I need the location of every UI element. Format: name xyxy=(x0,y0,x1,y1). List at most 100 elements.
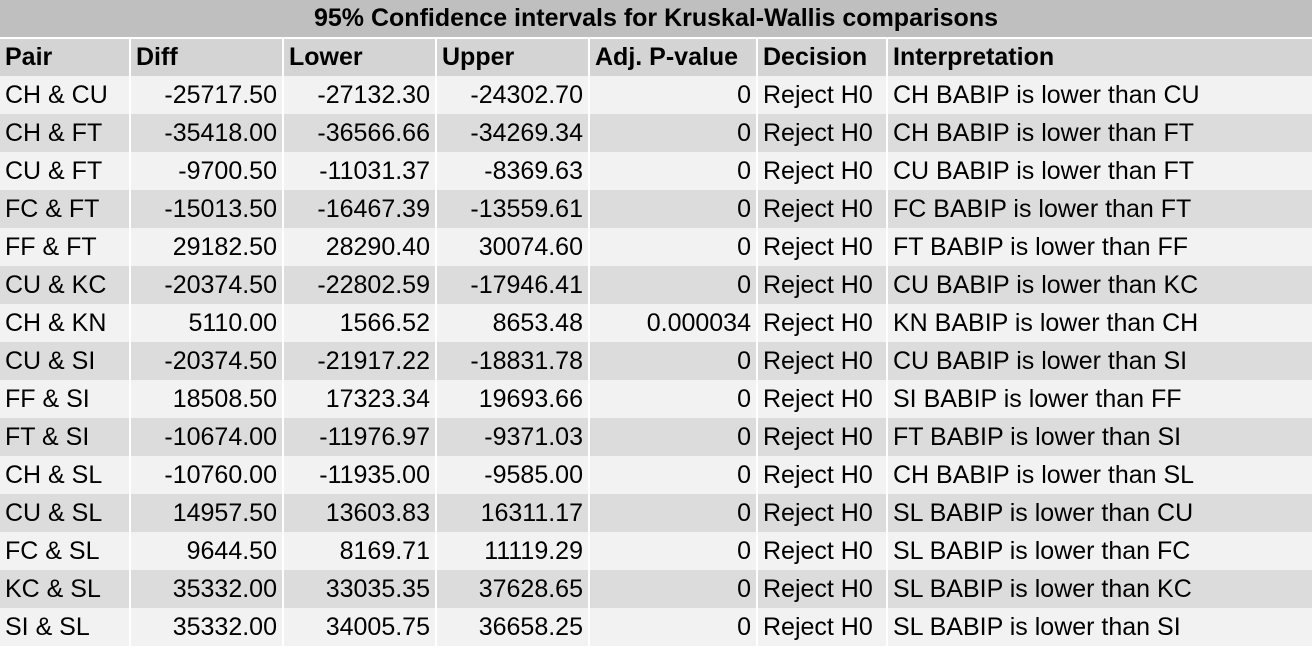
diff-cell: -15013.50 xyxy=(130,190,284,228)
table-title: 95% Confidence intervals for Kruskal-Wal… xyxy=(0,0,1312,39)
column-header-decision: Decision xyxy=(757,38,888,76)
adj-p-value-cell: 0 xyxy=(589,228,758,266)
adj-p-value-cell: 0 xyxy=(589,190,758,228)
decision-cell: Reject H0 xyxy=(757,228,888,266)
adj-p-value-cell: 0 xyxy=(589,456,758,494)
decision-cell: Reject H0 xyxy=(757,342,888,380)
table-row: FC & FT -15013.50 -16467.39 -13559.61 0 Rejec… xyxy=(0,190,1312,228)
decision-cell: Reject H0 xyxy=(757,532,888,570)
column-header-diff: Diff xyxy=(130,38,284,76)
diff-cell: -10760.00 xyxy=(130,456,284,494)
table-row: CU & KC -20374.50 -22802.59 -17946.41 0 Rejec… xyxy=(0,266,1312,304)
decision-cell: Reject H0 xyxy=(757,114,888,152)
lower-cell: 28290.40 xyxy=(283,228,437,266)
decision-cell: Reject H0 xyxy=(757,570,888,608)
upper-cell: 16311.17 xyxy=(436,494,590,532)
decision-cell: Reject H0 xyxy=(757,608,888,646)
pair-cell: CH & FT xyxy=(0,114,131,152)
pair-cell: SI & SL xyxy=(0,608,131,646)
table-body: CH & CU -25717.50 -27132.30 -24302.70 0 Rejec… xyxy=(0,76,1312,646)
column-header-interpretation: Interpretation xyxy=(887,38,1312,76)
lower-cell: -11031.37 xyxy=(283,152,437,190)
pair-cell: FF & SI xyxy=(0,380,131,418)
upper-cell: -9371.03 xyxy=(436,418,590,456)
table-row: CU & SI -20374.50 -21917.22 -18831.78 0 Rejec… xyxy=(0,342,1312,380)
upper-cell: -8369.63 xyxy=(436,152,590,190)
pair-cell: CU & SL xyxy=(0,494,131,532)
pair-cell: CU & SI xyxy=(0,342,131,380)
pair-cell: CU & FT xyxy=(0,152,131,190)
upper-cell: -18831.78 xyxy=(436,342,590,380)
pair-cell: FF & FT xyxy=(0,228,131,266)
adj-p-value-cell: 0 xyxy=(589,494,758,532)
pair-cell: FT & SI xyxy=(0,418,131,456)
diff-cell: -20374.50 xyxy=(130,266,284,304)
pair-cell: CH & CU xyxy=(0,76,131,114)
diff-cell: -9700.50 xyxy=(130,152,284,190)
decision-cell: Reject H0 xyxy=(757,76,888,114)
table-row: FT & SI -10674.00 -11976.97 -9371.03 0 Reject… xyxy=(0,418,1312,456)
diff-cell: 35332.00 xyxy=(130,570,284,608)
diff-cell: -10674.00 xyxy=(130,418,284,456)
interpretation-cell: CU BABIP is lower than FT xyxy=(887,152,1312,190)
table-row: KC & SL 35332.00 33035.35 37628.65 0 Reject H… xyxy=(0,570,1312,608)
diff-cell: 29182.50 xyxy=(130,228,284,266)
interpretation-cell: CU BABIP is lower than SI xyxy=(887,342,1312,380)
adj-p-value-cell: 0 xyxy=(589,114,758,152)
adj-p-value-cell: 0 xyxy=(589,266,758,304)
table-row: CH & FT -35418.00 -36566.66 -34269.34 0 Rejec… xyxy=(0,114,1312,152)
decision-cell: Reject H0 xyxy=(757,418,888,456)
decision-cell: Reject H0 xyxy=(757,304,888,342)
adj-p-value-cell: 0.000034 xyxy=(589,304,758,342)
interpretation-cell: SI BABIP is lower than FF xyxy=(887,380,1312,418)
diff-cell: 18508.50 xyxy=(130,380,284,418)
table-row: CU & SL 14957.50 13603.83 16311.17 0 Reject H… xyxy=(0,494,1312,532)
upper-cell: 30074.60 xyxy=(436,228,590,266)
lower-cell: 17323.34 xyxy=(283,380,437,418)
decision-cell: Reject H0 xyxy=(757,456,888,494)
adj-p-value-cell: 0 xyxy=(589,570,758,608)
diff-cell: 14957.50 xyxy=(130,494,284,532)
interpretation-cell: CH BABIP is lower than FT xyxy=(887,114,1312,152)
decision-cell: Reject H0 xyxy=(757,266,888,304)
decision-cell: Reject H0 xyxy=(757,380,888,418)
diff-cell: -20374.50 xyxy=(130,342,284,380)
lower-cell: -27132.30 xyxy=(283,76,437,114)
adj-p-value-cell: 0 xyxy=(589,76,758,114)
interpretation-cell: FC BABIP is lower than FT xyxy=(887,190,1312,228)
interpretation-cell: CU BABIP is lower than KC xyxy=(887,266,1312,304)
pair-cell: KC & SL xyxy=(0,570,131,608)
table-row: SI & SL 35332.00 34005.75 36658.25 0 Reject H… xyxy=(0,608,1312,646)
adj-p-value-cell: 0 xyxy=(589,342,758,380)
upper-cell: 37628.65 xyxy=(436,570,590,608)
diff-cell: -35418.00 xyxy=(130,114,284,152)
adj-p-value-cell: 0 xyxy=(589,532,758,570)
lower-cell: -11935.00 xyxy=(283,456,437,494)
interpretation-cell: CH BABIP is lower than CU xyxy=(887,76,1312,114)
pair-cell: CH & KN xyxy=(0,304,131,342)
upper-cell: -17946.41 xyxy=(436,266,590,304)
lower-cell: -22802.59 xyxy=(283,266,437,304)
table-row: FC & SL 9644.50 8169.71 11119.29 0 Reject H0 S… xyxy=(0,532,1312,570)
decision-cell: Reject H0 xyxy=(757,190,888,228)
adj-p-value-cell: 0 xyxy=(589,608,758,646)
lower-cell: 8169.71 xyxy=(283,532,437,570)
lower-cell: -36566.66 xyxy=(283,114,437,152)
lower-cell: 34005.75 xyxy=(283,608,437,646)
upper-cell: 11119.29 xyxy=(436,532,590,570)
lower-cell: 1566.52 xyxy=(283,304,437,342)
table-title-row: 95% Confidence intervals for Kruskal-Wal… xyxy=(0,0,1312,39)
pair-cell: CH & SL xyxy=(0,456,131,494)
column-header-lower: Lower xyxy=(283,38,437,76)
upper-cell: 36658.25 xyxy=(436,608,590,646)
decision-cell: Reject H0 xyxy=(757,494,888,532)
column-header-upper: Upper xyxy=(436,38,590,76)
lower-cell: 13603.83 xyxy=(283,494,437,532)
interpretation-cell: SL BABIP is lower than KC xyxy=(887,570,1312,608)
lower-cell: -21917.22 xyxy=(283,342,437,380)
interpretation-cell: FT BABIP is lower than SI xyxy=(887,418,1312,456)
adj-p-value-cell: 0 xyxy=(589,418,758,456)
lower-cell: -16467.39 xyxy=(283,190,437,228)
interpretation-cell: SL BABIP is lower than SI xyxy=(887,608,1312,646)
